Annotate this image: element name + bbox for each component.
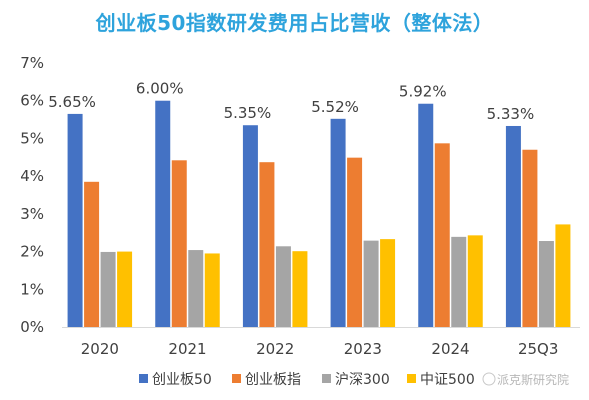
- bar-沪深300-2023: [363, 240, 379, 327]
- bar-沪深300-25Q3: [538, 241, 554, 327]
- legend-label: 沪深300: [335, 372, 390, 388]
- bar-创业板50-2020: [67, 113, 83, 328]
- watermark-text: 派克斯研究院: [497, 372, 569, 387]
- legend-label: 创业板指: [245, 372, 301, 388]
- data-label: 5.65%: [48, 93, 96, 111]
- bar-中证500-2020: [117, 251, 133, 327]
- legend-swatch: [407, 374, 416, 383]
- x-tick-label: 2023: [344, 340, 382, 358]
- bar-创业板50-2022: [242, 125, 258, 327]
- bar-沪深300-2021: [188, 250, 204, 327]
- bar-创业板50-2024: [418, 103, 434, 327]
- chart-title: 创业板50指数研发费用占比营收（整体法）: [95, 11, 494, 35]
- bar-创业板指-2023: [347, 157, 363, 327]
- data-label: 6.00%: [136, 80, 184, 98]
- legend-label: 中证500: [420, 372, 475, 388]
- bar-中证500-2022: [292, 251, 308, 327]
- bar-沪深300-2024: [451, 236, 467, 327]
- bar-创业板指-2020: [84, 181, 100, 327]
- y-tick-label: 2%: [20, 243, 44, 261]
- y-tick-label: 6%: [20, 92, 44, 110]
- legend-swatch: [322, 374, 331, 383]
- bar-创业板50-25Q3: [505, 125, 521, 328]
- x-tick-label: 2024: [431, 340, 469, 358]
- x-tick-label: 25Q3: [518, 340, 558, 358]
- data-label: 5.52%: [311, 98, 359, 116]
- bar-中证500-2023: [380, 239, 396, 327]
- legend-label: 创业板50: [152, 372, 212, 388]
- bar-创业板50-2023: [330, 118, 346, 328]
- bar-中证500-25Q3: [555, 224, 571, 327]
- data-label: 5.92%: [399, 83, 447, 101]
- legend-swatch: [232, 374, 241, 383]
- y-tick-label: 7%: [20, 54, 44, 72]
- bar-创业板指-2022: [259, 162, 275, 327]
- y-tick-label: 5%: [20, 129, 44, 147]
- watermark-icon: [482, 372, 496, 386]
- bar-创业板指-25Q3: [522, 149, 538, 327]
- data-label: 5.33%: [487, 105, 535, 123]
- y-tick-label: 4%: [20, 167, 44, 185]
- bar-沪深300-2022: [275, 246, 291, 327]
- bar-创业板指-2021: [171, 160, 187, 327]
- bar-中证500-2021: [204, 253, 220, 327]
- x-tick-label: 2021: [168, 340, 206, 358]
- bar-创业板50-2021: [155, 100, 171, 327]
- bar-中证500-2024: [467, 235, 483, 327]
- bar-沪深300-2020: [100, 251, 116, 327]
- x-tick-label: 2020: [81, 340, 119, 358]
- x-tick-label: 2022: [256, 340, 294, 358]
- legend-swatch: [139, 374, 148, 383]
- y-tick-label: 1%: [20, 280, 44, 298]
- y-tick-label: 3%: [20, 205, 44, 223]
- data-label: 5.35%: [224, 104, 272, 122]
- bar-创业板指-2024: [434, 143, 450, 327]
- y-tick-label: 0%: [20, 318, 44, 336]
